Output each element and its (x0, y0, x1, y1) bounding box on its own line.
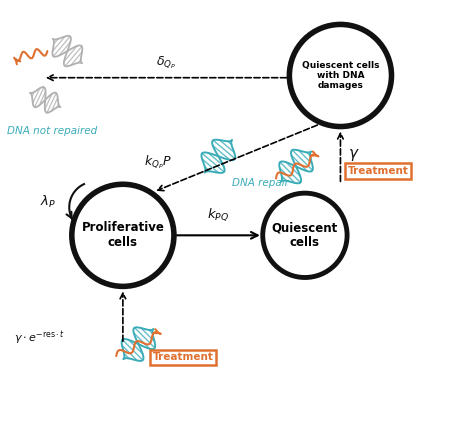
Text: $k_{PQ}$: $k_{PQ}$ (207, 206, 230, 223)
Text: Quiescent cells
with DNA
damages: Quiescent cells with DNA damages (302, 60, 379, 91)
Text: $\delta_{Q_P}$: $\delta_{Q_P}$ (156, 55, 176, 71)
Text: Treatment: Treatment (348, 166, 409, 176)
Text: $\gamma \cdot e^{-\mathrm{res}\cdot t}$: $\gamma \cdot e^{-\mathrm{res}\cdot t}$ (14, 329, 65, 347)
Text: DNA repair: DNA repair (232, 178, 288, 188)
Text: Proliferative
cells: Proliferative cells (81, 221, 164, 250)
Text: Treatment: Treatment (153, 353, 213, 362)
Text: $\gamma$: $\gamma$ (348, 147, 360, 163)
Circle shape (72, 184, 174, 286)
Text: Quiescent
cells: Quiescent cells (272, 221, 338, 250)
Text: $\lambda_P$: $\lambda_P$ (40, 194, 56, 210)
Text: $k_{Q_P}P$: $k_{Q_P}P$ (144, 153, 172, 171)
Circle shape (263, 193, 347, 278)
Text: DNA not repaired: DNA not repaired (8, 126, 98, 136)
Circle shape (289, 24, 392, 127)
